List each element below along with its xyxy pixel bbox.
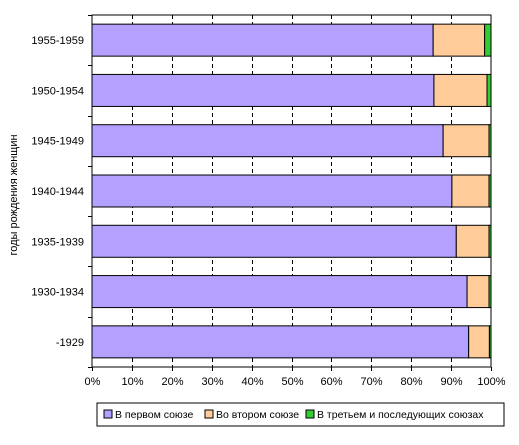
bar-segment [486, 73, 492, 107]
bar-segment [468, 325, 490, 359]
legend-swatch [204, 409, 214, 419]
y-tick-label: 1945-1949 [31, 136, 84, 148]
bar-segment [91, 224, 457, 258]
bar-segment [91, 325, 470, 359]
bar-segment [488, 174, 492, 208]
bar-segment [488, 325, 492, 359]
legend-label: В первом союзе [115, 409, 194, 421]
bar-segment [91, 174, 453, 208]
x-tick-label: 60% [320, 376, 342, 388]
y-tick-label: 1950-1954 [31, 85, 84, 97]
bar-segment [91, 275, 468, 309]
bar-segment [91, 23, 434, 57]
y-tick-label: 1935-1939 [31, 236, 84, 248]
bar-segment [488, 275, 492, 309]
x-tick-label: 0% [85, 376, 101, 388]
bar-segment [455, 224, 490, 258]
legend-label: Во втором союзе [216, 409, 299, 421]
bar-segment [91, 124, 444, 158]
x-tick-label: 80% [400, 376, 422, 388]
x-tick-label: 30% [201, 376, 223, 388]
y-tick-label: 1940-1944 [31, 186, 84, 198]
x-tick-label: 10% [121, 376, 143, 388]
bar-segment [451, 174, 490, 208]
x-tick-label: 90% [440, 376, 462, 388]
legend-swatch [305, 409, 315, 419]
y-axis-label: годы рождения женщин [8, 134, 20, 255]
x-tick-label: 70% [360, 376, 382, 388]
y-tick-label: 1955-1959 [31, 35, 84, 47]
legend-box [96, 402, 505, 427]
bars [91, 23, 492, 359]
x-tick-label: 40% [241, 376, 263, 388]
bar-segment [488, 224, 492, 258]
bar-segment [488, 124, 492, 158]
legend-swatch [103, 409, 113, 419]
bar-segment [433, 73, 488, 107]
x-tick-label: 100% [477, 376, 505, 388]
bar-segment [442, 124, 490, 158]
axes: 1955-1959 1950-1954 1945-1949 1940-1944 1935… [31, 15, 506, 388]
bar-segment [91, 73, 435, 107]
bar-segment [432, 23, 486, 57]
legend: В первом союзе Во втором союзе В третьем и… [96, 402, 505, 427]
bar-segment [466, 275, 490, 309]
x-tick-label: 50% [281, 376, 303, 388]
legend-label: В третьем и последующих союзах [317, 409, 484, 421]
bar-segment [484, 23, 492, 57]
x-tick-label: 20% [161, 376, 183, 388]
y-tick-label: 1930-1934 [31, 287, 84, 299]
y-tick-label: -1929 [56, 337, 84, 349]
